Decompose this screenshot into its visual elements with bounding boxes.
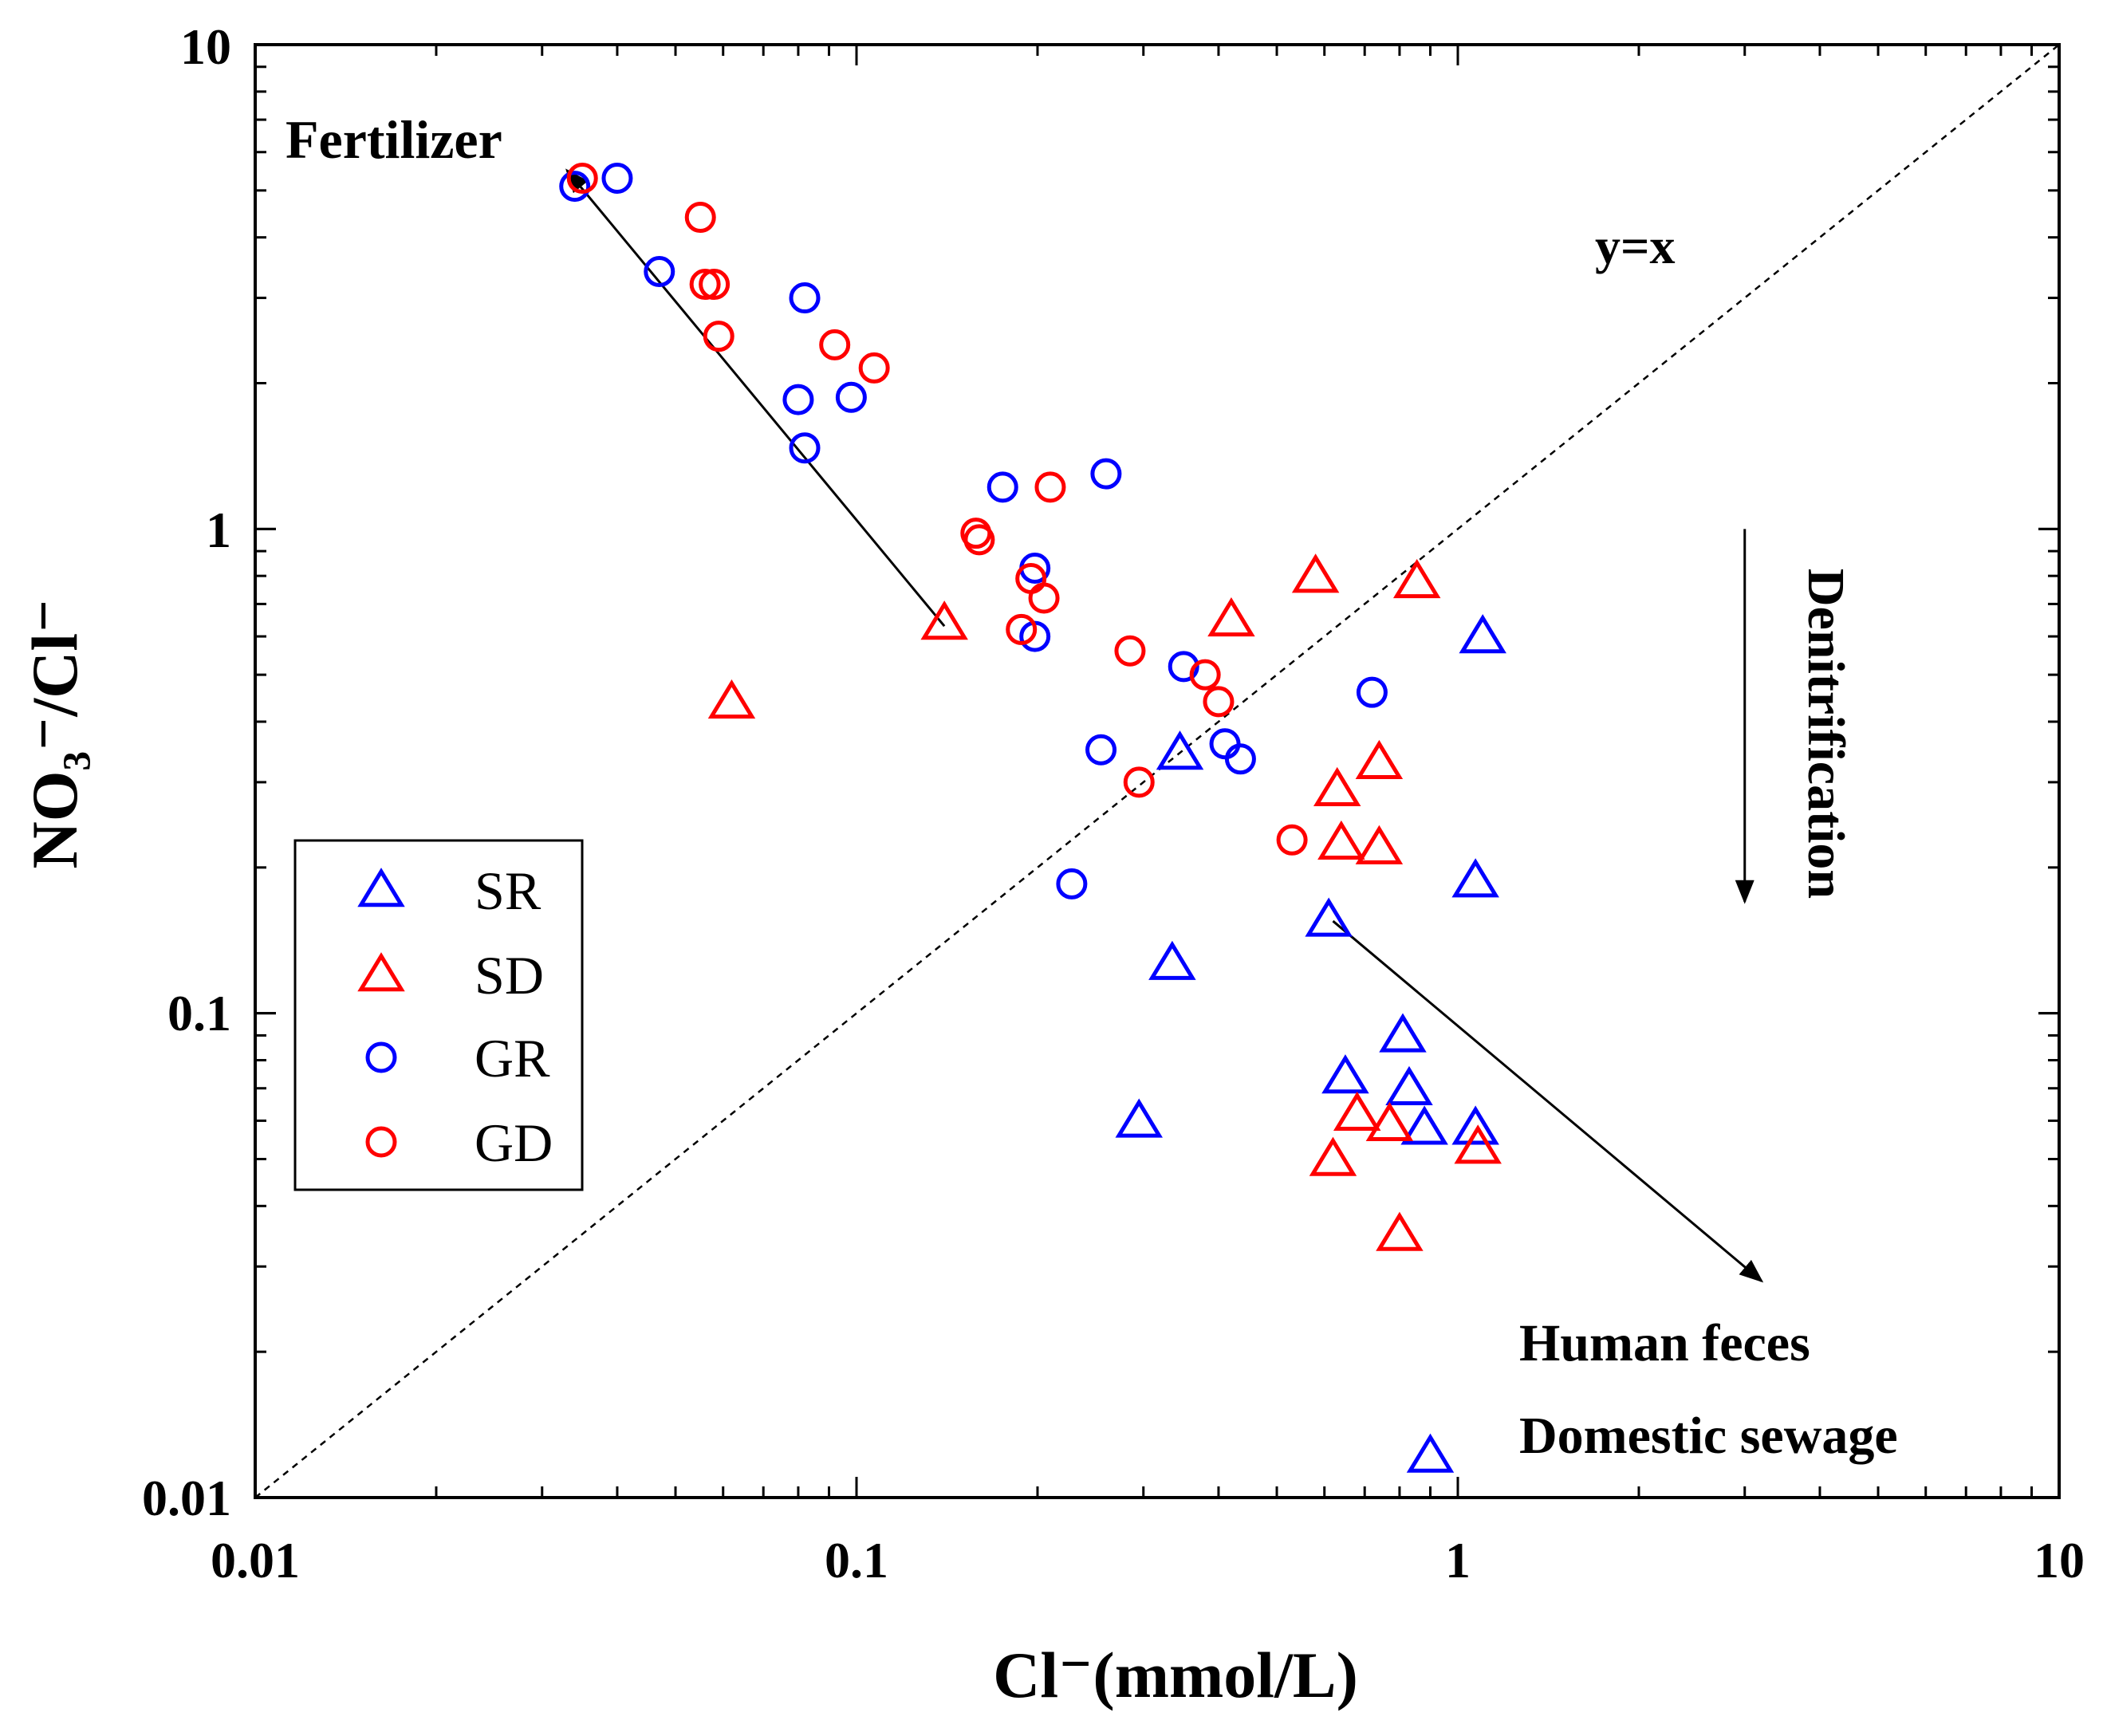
sd-point	[1355, 825, 1404, 864]
gr-point	[1090, 458, 1122, 490]
sd-point	[1313, 766, 1361, 807]
sr-point	[1379, 1013, 1427, 1053]
x-tick-label: 1	[1445, 1532, 1471, 1588]
gr-point	[1209, 728, 1241, 760]
legend-symbol-gr	[365, 1041, 397, 1073]
gr-point	[1224, 743, 1256, 775]
axis-ticks	[254, 43, 2061, 1499]
x-axis-title: Cl⁻(mmol/L)	[993, 1639, 1358, 1711]
fertilizer-arrow	[565, 168, 946, 628]
sd-point	[1376, 1211, 1424, 1251]
gd-point	[1034, 471, 1066, 503]
gd-point	[566, 162, 598, 194]
reference-line	[254, 44, 2060, 1498]
reference-line-group	[254, 44, 2060, 1498]
legend-symbol-gd	[365, 1126, 397, 1158]
sr-point	[1451, 1105, 1499, 1145]
human-feces-arrow	[1332, 919, 1764, 1283]
sd-point	[1365, 1101, 1414, 1142]
gr-point	[601, 162, 633, 194]
gr-point	[835, 381, 867, 413]
gd-point	[703, 321, 734, 352]
y-axis-title: NO₃⁻/Cl⁻	[18, 599, 91, 869]
legend-symbol-sr	[357, 868, 405, 907]
sr-point	[1459, 614, 1506, 654]
plot-frame	[254, 43, 2061, 1499]
gd-point	[1006, 613, 1038, 645]
gd-point	[1028, 582, 1060, 614]
legend-label-gd: GD	[475, 1112, 553, 1173]
sd-point	[1207, 597, 1255, 637]
gr-point	[1356, 676, 1388, 708]
sr-point	[1451, 858, 1499, 898]
domestic-sewage-label: Domestic sewage	[1519, 1407, 1898, 1465]
sd-point	[1317, 820, 1365, 860]
sr-point	[1321, 1054, 1369, 1094]
gr-point	[782, 384, 814, 415]
legend-label-sr: SR	[475, 860, 542, 921]
gd-point	[684, 202, 716, 234]
gd-point	[819, 329, 851, 360]
sd-point	[1291, 553, 1340, 593]
sr-point	[1148, 940, 1196, 980]
sr-point	[1400, 1105, 1448, 1145]
gr-point	[1056, 868, 1088, 899]
x-tick-label: 0.1	[825, 1532, 888, 1588]
gr-point	[1085, 734, 1117, 766]
y-tick-label: 1	[206, 502, 231, 558]
gd-point	[699, 269, 731, 301]
gd-point	[1114, 635, 1146, 667]
annotation-arrows	[565, 168, 1764, 1283]
y-tick-label: 0.1	[167, 985, 231, 1041]
gd-point	[858, 352, 890, 384]
x-tick-label: 0.01	[211, 1532, 300, 1588]
sr-point	[1406, 1433, 1455, 1473]
legend-box	[293, 839, 584, 1191]
gd-point	[1189, 659, 1221, 691]
gr-point	[987, 471, 1018, 503]
fertilizer-label: Fertilizer	[286, 109, 502, 170]
sr-point	[1115, 1098, 1163, 1138]
gd-point	[963, 524, 995, 556]
reference-line-label: y=x	[1595, 218, 1675, 274]
sd-point	[1355, 739, 1404, 779]
denitrification-label: Denitrification	[1797, 569, 1855, 899]
legend-symbol-sd	[357, 952, 405, 992]
gr-point	[644, 256, 675, 288]
gr-point	[789, 432, 821, 464]
legend: SR SD GR GD	[293, 839, 584, 1191]
sd-point	[1309, 1136, 1357, 1176]
legend-label-sd: SD	[475, 945, 544, 1006]
gr-point	[789, 282, 821, 314]
gd-point	[1123, 766, 1155, 798]
gd-point	[1276, 824, 1308, 856]
sr-point	[1156, 730, 1204, 770]
sr-point	[1305, 897, 1353, 937]
legend-label-gr: GR	[475, 1028, 550, 1088]
sd-point	[1333, 1091, 1381, 1131]
y-tick-label: 0.01	[142, 1470, 231, 1526]
sd-point	[1392, 558, 1441, 599]
gr-point	[1168, 651, 1199, 683]
sd-point	[920, 600, 968, 640]
x-tick-label: 10	[2034, 1532, 2085, 1588]
sd-point	[707, 679, 756, 719]
human-feces-label: Human feces	[1519, 1314, 1810, 1372]
sr-point	[1385, 1065, 1433, 1105]
gd-point	[1203, 686, 1235, 718]
data-points	[559, 162, 1506, 1473]
gd-point	[689, 269, 721, 301]
sd-point	[1454, 1124, 1502, 1164]
gr-point	[559, 171, 591, 203]
y-tick-label: 10	[180, 18, 231, 75]
